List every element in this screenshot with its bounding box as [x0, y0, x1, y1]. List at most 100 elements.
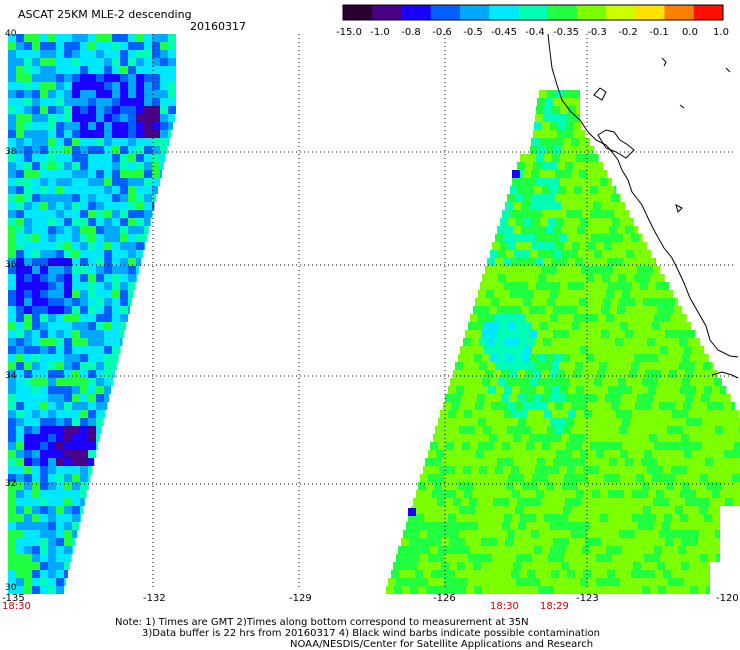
swath-pixel — [40, 218, 48, 226]
swath-pixel — [8, 234, 16, 242]
swath-pixel — [576, 386, 584, 394]
swath-pixel — [144, 170, 152, 178]
swath-pixel — [673, 434, 681, 442]
swath-pixel — [40, 178, 48, 186]
swath-pixel — [120, 282, 128, 290]
swath-pixel — [16, 506, 24, 514]
swath-pixel — [523, 506, 531, 514]
swath-pixel — [64, 298, 72, 306]
swath-pixel — [56, 522, 64, 530]
swath-pixel — [709, 370, 717, 378]
swath-pixel — [554, 146, 562, 154]
swath-pixel — [526, 186, 534, 194]
swath-pixel — [104, 258, 112, 266]
swath-pixel — [544, 154, 552, 162]
swath-pixel — [419, 506, 427, 514]
swath-pixel — [48, 370, 56, 378]
swath-pixel — [495, 362, 503, 370]
swath-pixel — [550, 418, 558, 426]
swath-pixel — [601, 434, 609, 442]
swath-pixel — [96, 210, 104, 218]
swath-pixel — [592, 282, 600, 290]
swath-pixel — [558, 442, 566, 450]
swath-pixel — [683, 402, 691, 410]
swath-pixel — [596, 578, 604, 586]
swath-pixel — [542, 210, 550, 218]
swath-pixel — [88, 242, 96, 250]
swath-pixel — [550, 122, 558, 130]
swath-pixel — [24, 106, 32, 114]
swath-pixel — [475, 506, 483, 514]
swath-pixel — [391, 570, 399, 578]
swath-pixel — [144, 162, 152, 170]
swath-pixel — [698, 354, 706, 362]
swath-pixel — [697, 562, 705, 570]
swath-pixel — [48, 146, 56, 154]
swath-pixel — [56, 330, 64, 338]
swath-pixel — [72, 322, 80, 330]
swath-pixel — [88, 34, 96, 42]
swath-pixel — [719, 466, 727, 474]
swath-pixel — [552, 386, 560, 394]
swath-pixel — [663, 338, 671, 346]
swath-pixel — [478, 442, 486, 450]
swath-pixel — [80, 186, 88, 194]
swath-pixel — [88, 370, 96, 378]
swath-pixel — [24, 82, 32, 90]
swath-pixel — [489, 458, 497, 466]
swath-pixel — [667, 506, 675, 514]
swath-pixel — [128, 162, 136, 170]
swath-pixel — [128, 146, 136, 154]
swath-pixel — [432, 490, 440, 498]
swath-pixel — [80, 242, 88, 250]
swath-pixel — [481, 434, 489, 442]
swath-pixel — [447, 570, 455, 578]
swath-pixel — [642, 586, 650, 594]
swath-pixel — [24, 338, 32, 346]
swath-pixel — [558, 418, 566, 426]
swath-pixel — [483, 402, 491, 410]
swath-pixel — [516, 554, 524, 562]
swath-pixel — [738, 482, 740, 490]
swath-pixel — [586, 146, 594, 154]
swath-pixel — [559, 234, 567, 242]
swath-pixel — [480, 386, 488, 394]
swath-pixel — [624, 514, 632, 522]
swath-pixel — [80, 482, 88, 490]
swath-pixel — [96, 370, 104, 378]
swath-pixel — [72, 130, 80, 138]
swath-pixel — [709, 498, 717, 506]
swath-pixel — [80, 90, 88, 98]
swath-pixel — [506, 250, 514, 258]
swath-pixel — [574, 290, 582, 298]
swath-pixel — [104, 394, 110, 402]
swath-pixel — [422, 546, 430, 554]
swath-pixel — [112, 266, 120, 274]
swath-pixel — [72, 202, 80, 210]
swath-pixel — [40, 170, 48, 178]
swath-pixel — [72, 138, 80, 146]
swath-pixel — [588, 242, 596, 250]
swath-pixel — [577, 202, 585, 210]
swath-pixel — [512, 178, 520, 186]
swath-pixel — [112, 202, 120, 210]
swath-pixel — [505, 202, 513, 210]
swath-pixel — [641, 434, 649, 442]
swath-pixel — [543, 258, 551, 266]
swath-pixel — [623, 338, 631, 346]
swath-pixel — [8, 394, 16, 402]
swath-pixel — [725, 394, 731, 402]
swath-pixel — [8, 490, 16, 498]
swath-pixel — [32, 90, 40, 98]
swath-pixel — [508, 474, 516, 482]
swath-pixel — [525, 266, 533, 274]
swath-pixel — [472, 490, 480, 498]
swath-pixel — [553, 434, 561, 442]
swath-pixel — [56, 226, 64, 234]
swath-pixel — [574, 122, 582, 130]
swath-pixel — [8, 378, 16, 386]
swath-pixel — [463, 362, 471, 370]
swath-pixel — [423, 570, 431, 578]
swath-pixel — [104, 226, 112, 234]
swath-pixel — [32, 418, 40, 426]
